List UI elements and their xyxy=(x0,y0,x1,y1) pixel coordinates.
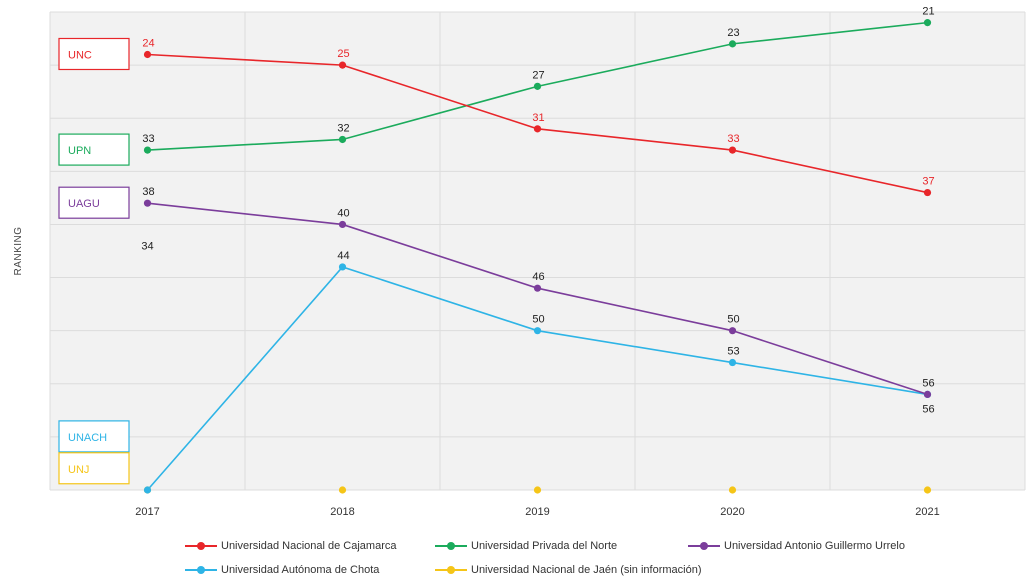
data-point xyxy=(728,358,737,367)
data-label: 56 xyxy=(922,377,934,389)
data-point xyxy=(143,199,152,207)
series-label-box: UNC xyxy=(58,37,130,71)
data-label: 27 xyxy=(532,69,544,81)
data-label: 50 xyxy=(532,314,544,326)
legend-swatch xyxy=(688,541,720,551)
data-points xyxy=(143,19,932,494)
data-label: 44 xyxy=(337,250,349,262)
data-point xyxy=(923,486,932,494)
data-label: 40 xyxy=(337,207,349,219)
data-point xyxy=(143,146,152,154)
legend-item: Universidad Privada del Norte xyxy=(435,540,617,552)
data-label: 31 xyxy=(532,112,544,124)
svg-text:UNC: UNC xyxy=(68,49,92,61)
svg-text:UNJ: UNJ xyxy=(68,464,89,476)
data-label: 46 xyxy=(532,271,544,283)
data-point xyxy=(923,188,932,197)
legend-label: Universidad Nacional de Jaén (sin inform… xyxy=(471,564,702,576)
data-point xyxy=(533,82,542,90)
data-point xyxy=(338,486,347,494)
x-tick-label: 2017 xyxy=(135,506,159,518)
data-point xyxy=(923,19,932,27)
data-label: 33 xyxy=(727,133,739,145)
data-point xyxy=(338,61,347,69)
x-tick-label: 2020 xyxy=(720,506,744,518)
x-tick-label: 2019 xyxy=(525,506,549,518)
series-label-box: UNJ xyxy=(58,452,130,485)
data-label: 56 xyxy=(922,403,934,415)
data-point xyxy=(338,135,347,144)
data-point xyxy=(338,263,347,271)
legend-swatch xyxy=(435,541,467,551)
data-label: 33 xyxy=(142,133,154,145)
data-label: 25 xyxy=(337,48,349,60)
svg-text:UAGU: UAGU xyxy=(68,198,100,210)
data-point xyxy=(923,390,932,398)
y-axis-label: RANKING xyxy=(13,226,24,275)
x-tick-label: 2018 xyxy=(330,506,354,518)
legend-item: Universidad Antonio Guillermo Urrelo xyxy=(688,540,905,552)
data-labels: 44 50 53 56 38 40 46 50 56 33 32 27 23 21 24 25 31 33 37 34 xyxy=(141,6,934,416)
legend-swatch xyxy=(185,541,217,551)
series-label-boxes: UNC UPN UAGU UNACH UNJ xyxy=(58,37,130,485)
x-axis-ticks: 2017 2018 2019 2020 2021 xyxy=(135,506,939,518)
data-point xyxy=(533,284,542,292)
legend-item: Universidad Nacional de Jaén (sin inform… xyxy=(435,564,702,576)
data-point xyxy=(533,327,542,335)
data-label: 23 xyxy=(727,27,739,39)
data-point xyxy=(533,486,542,494)
data-point xyxy=(533,125,542,133)
series-label-box: UAGU xyxy=(58,186,130,219)
annotation-label: 34 xyxy=(141,241,153,253)
legend-label: Universidad Nacional de Cajamarca xyxy=(221,540,397,552)
series-label-box: UNACH xyxy=(58,420,130,453)
data-point xyxy=(338,220,347,229)
legend-swatch xyxy=(185,565,217,575)
legend-label: Universidad Antonio Guillermo Urrelo xyxy=(724,540,905,552)
legend-item: Universidad Autónoma de Chota xyxy=(185,564,379,576)
data-label: 21 xyxy=(922,6,934,18)
data-point xyxy=(143,50,152,59)
series-label-box: UPN xyxy=(58,133,130,166)
data-point xyxy=(728,146,737,154)
svg-text:UPN: UPN xyxy=(68,145,91,157)
data-label: 38 xyxy=(142,186,154,198)
svg-text:UNACH: UNACH xyxy=(68,432,107,444)
data-label: 53 xyxy=(727,346,739,358)
legend-label: Universidad Autónoma de Chota xyxy=(221,564,380,576)
data-point xyxy=(728,40,737,48)
legend-swatch xyxy=(435,565,467,575)
data-label: 37 xyxy=(922,176,934,188)
legend-label: Universidad Privada del Norte xyxy=(471,540,618,552)
plot-area xyxy=(50,12,1025,490)
data-point xyxy=(143,486,152,494)
data-label: 50 xyxy=(727,314,739,326)
legend: Universidad Nacional de Cajamarca Univers… xyxy=(185,540,1005,584)
data-label: 32 xyxy=(337,122,349,134)
legend-item: Universidad Nacional de Cajamarca xyxy=(185,540,396,552)
data-point xyxy=(728,486,737,494)
x-tick-label: 2021 xyxy=(915,506,939,518)
data-label: 24 xyxy=(142,37,154,49)
data-point xyxy=(728,327,737,335)
